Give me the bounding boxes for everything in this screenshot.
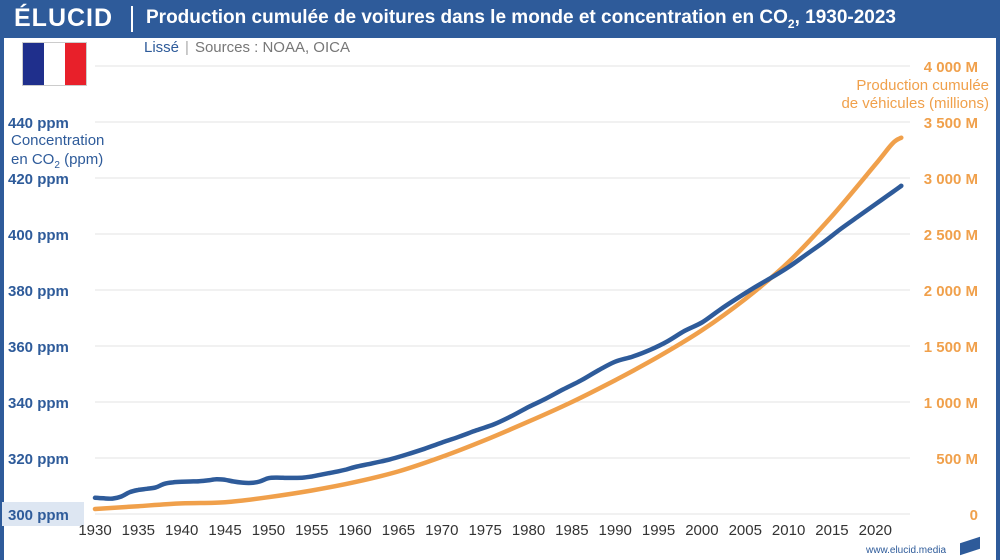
subtitle: Lissé | Sources : NOAA, OICA (144, 39, 350, 56)
x-tick-label: 1975 (468, 522, 501, 539)
y-left-axis-label-line1: Concentration (11, 132, 104, 149)
x-tick-label: 2015 (815, 522, 848, 539)
y-left-axis-label-main: en CO (11, 151, 54, 168)
flag-stripe-red (65, 43, 86, 85)
x-tick-label: 1995 (642, 522, 675, 539)
x-tick-label: 1935 (122, 522, 155, 539)
series-line-co2[interactable] (92, 183, 904, 501)
x-tick-labels: 1930 1935 1940 1945 1950 1955 1960 1965 1970 1975… (78, 522, 892, 539)
y-right-axis-label-line2: de véhicules (millions) (841, 95, 989, 112)
x-tick-label: 1950 (252, 522, 285, 539)
x-tick-label: 1970 (425, 522, 458, 539)
x-tick-label: 1990 (599, 522, 632, 539)
flag-stripe-white (44, 43, 65, 85)
y-right-tick-label: 3 500 M (924, 115, 978, 132)
x-tick-label: 1940 (165, 522, 198, 539)
y-left-tick-label: 300 ppm (8, 507, 69, 524)
brand-logo[interactable]: ÉLUCID (14, 4, 114, 32)
y-left-axis-label-subscript: 2 (54, 160, 60, 171)
y-right-tick-label: 4 000 M (924, 59, 978, 76)
x-tick-label: 1930 (78, 522, 111, 539)
header-bar: ÉLUCID Production cumulée de voitures da… (0, 0, 1000, 38)
y-left-axis-label-tail: (ppm) (60, 151, 103, 168)
y-left-tick-label: 320 ppm (8, 451, 69, 468)
x-tick-label: 1955 (295, 522, 328, 539)
y-right-tick-labels: 0 500 M 1 000 M 1 500 M 2 000 M 2 500 M 3 000 … (924, 59, 978, 524)
footer-url-link[interactable]: www.elucid.media (866, 545, 947, 556)
x-tick-label: 1945 (208, 522, 241, 539)
y-left-axis-label-line2: en CO2 (ppm) (11, 151, 103, 171)
x-tick-label: 1965 (382, 522, 415, 539)
chart-title: Production cumulée de voitures dans le m… (146, 7, 896, 31)
y-left-tick-label: 380 ppm (8, 283, 69, 300)
y-left-tick-label: 340 ppm (8, 395, 69, 412)
y-left-tick-label: 400 ppm (8, 227, 69, 244)
gridlines (95, 65, 910, 515)
flag-stripe-blue (23, 43, 44, 85)
y-right-tick-label: 500 M (936, 451, 978, 468)
series-line-production[interactable] (92, 135, 904, 512)
france-flag-icon (22, 42, 87, 86)
smoothing-mode-label[interactable]: Lissé (144, 39, 180, 56)
y-left-tick-label: 420 ppm (8, 171, 69, 188)
y-left-tick-label: 440 ppm (8, 115, 69, 132)
chart-title-tail: , 1930-2023 (794, 7, 896, 28)
x-tick-label: 2000 (685, 522, 718, 539)
chart-title-main: Production cumulée de voitures dans le m… (146, 7, 788, 28)
y-right-axis-label-line1: Production cumulée (856, 77, 989, 94)
y-right-tick-label: 1 500 M (924, 339, 978, 356)
x-tick-label: 2010 (772, 522, 805, 539)
y-left-tick-label: 360 ppm (8, 339, 69, 356)
y-left-bottom-label-bg (2, 502, 84, 526)
header-divider (131, 6, 133, 32)
frame-left-border (0, 38, 4, 560)
y-right-tick-label: 2 500 M (924, 227, 978, 244)
x-tick-label: 1960 (338, 522, 371, 539)
y-right-tick-label: 0 (970, 507, 978, 524)
x-tick-label: 2020 (859, 522, 892, 539)
x-tick-label: 1980 (512, 522, 545, 539)
subtitle-separator: | (185, 39, 189, 56)
x-tick-label: 1985 (555, 522, 588, 539)
x-tick-label: 2005 (729, 522, 762, 539)
chart-title-subscript: 2 (787, 16, 795, 31)
y-left-tick-labels: 300 ppm 320 ppm 340 ppm 360 ppm 380 ppm 400 p… (8, 115, 69, 524)
y-right-tick-label: 2 000 M (924, 283, 978, 300)
y-right-tick-label: 1 000 M (924, 395, 978, 412)
sources-text: Sources : NOAA, OICA (194, 39, 350, 56)
y-right-tick-label: 3 000 M (924, 171, 978, 188)
frame-right-border (996, 38, 1000, 560)
